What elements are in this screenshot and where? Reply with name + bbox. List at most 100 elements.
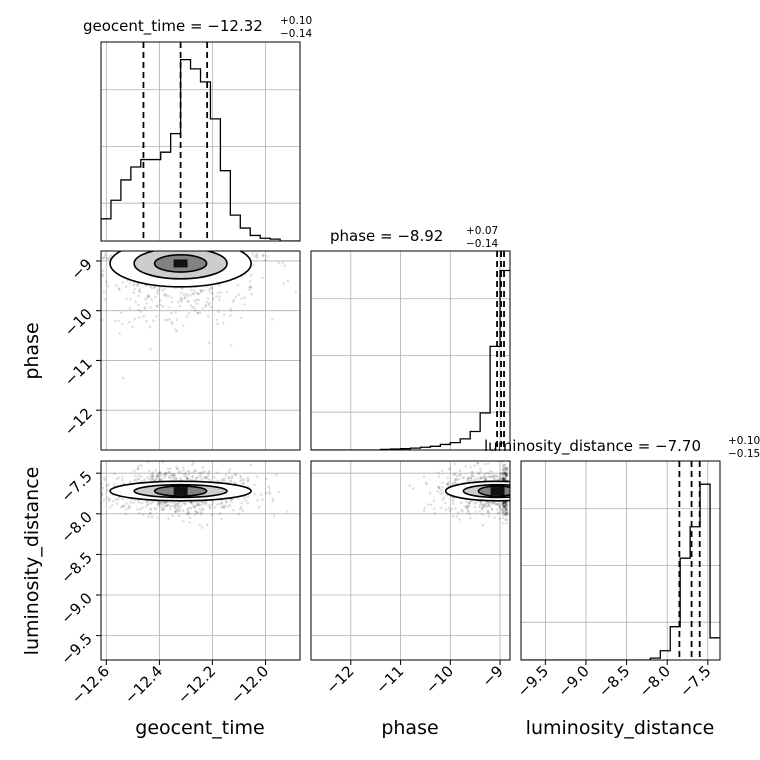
sample-point <box>207 303 211 307</box>
sample-point <box>501 478 505 481</box>
sample-point <box>177 471 181 474</box>
sample-point <box>136 467 140 471</box>
sample-point <box>182 468 185 472</box>
sample-point <box>493 500 496 504</box>
sample-point <box>166 503 169 507</box>
sample-point <box>193 506 196 509</box>
sample-point <box>188 516 192 520</box>
sample-point <box>450 507 454 511</box>
sample-point <box>148 325 152 329</box>
sample-point <box>207 471 210 475</box>
sample-point <box>202 502 206 505</box>
sample-point <box>191 504 195 507</box>
sample-point <box>168 507 172 511</box>
sample-point <box>242 478 246 482</box>
sample-point <box>144 298 147 301</box>
sample-point <box>156 516 160 519</box>
sample-point <box>498 475 501 478</box>
sample-point <box>148 469 151 473</box>
sample-point <box>479 467 482 471</box>
sample-point <box>467 476 470 480</box>
sample-point <box>121 478 124 482</box>
sample-point <box>128 307 132 310</box>
sample-point <box>155 304 159 308</box>
sample-point <box>504 466 508 470</box>
sample-point <box>249 285 252 289</box>
ylabel-phase: phase <box>21 322 43 379</box>
sample-point <box>88 494 91 497</box>
y-tick-label-phase: −11 <box>61 355 96 390</box>
sample-point <box>101 318 104 322</box>
sample-point <box>268 490 271 494</box>
sample-point <box>186 477 189 481</box>
sample-point <box>183 501 187 505</box>
sample-point <box>191 293 195 296</box>
sample-point <box>455 515 459 518</box>
sample-point <box>487 502 491 505</box>
sample-point <box>503 478 506 481</box>
sample-point <box>98 273 101 276</box>
sample-point <box>482 475 486 479</box>
sample-point <box>156 475 159 478</box>
sample-point <box>222 313 226 317</box>
sample-point <box>187 473 191 477</box>
sample-point <box>240 501 244 505</box>
sample-point <box>253 255 257 258</box>
sample-point <box>136 499 140 502</box>
sample-point <box>113 472 116 476</box>
sample-point <box>115 477 119 481</box>
sample-point <box>97 297 100 300</box>
sample-point <box>461 509 464 513</box>
sample-point <box>503 477 506 481</box>
sample-point <box>436 485 440 489</box>
sample-point <box>505 466 509 470</box>
sample-point <box>158 501 162 505</box>
sample-point <box>145 476 149 479</box>
sample-point <box>498 505 501 509</box>
sample-point <box>138 290 142 294</box>
sample-point <box>195 476 198 479</box>
sample-point <box>503 509 507 513</box>
sample-point <box>188 512 191 516</box>
sample-point <box>185 512 188 516</box>
sample-point <box>219 290 223 294</box>
sample-point <box>425 482 429 486</box>
sample-point <box>503 472 506 476</box>
sample-point <box>159 472 163 476</box>
panel-geocent_time-geocent_time <box>101 42 300 241</box>
sample-point <box>174 510 178 514</box>
sample-point <box>502 505 506 508</box>
sample-point <box>95 486 98 489</box>
sample-point <box>224 504 227 507</box>
sample-point <box>98 281 101 284</box>
sample-point <box>502 472 506 475</box>
sample-point <box>504 518 508 521</box>
sample-point <box>151 477 154 481</box>
sample-point <box>204 476 208 479</box>
sample-point <box>217 283 221 287</box>
sample-point <box>121 497 125 501</box>
sample-point <box>199 289 202 292</box>
sample-point <box>479 476 482 480</box>
sample-point <box>467 509 470 513</box>
sample-point <box>153 507 156 510</box>
sample-point <box>502 501 505 505</box>
sample-point <box>423 506 427 510</box>
sample-point <box>459 473 462 477</box>
sample-point <box>505 467 509 470</box>
sample-point <box>164 471 168 475</box>
sample-point <box>143 478 146 481</box>
sample-point <box>168 467 172 470</box>
sample-point <box>149 347 152 351</box>
sample-point <box>215 503 219 506</box>
sample-point <box>501 502 504 506</box>
x-tick-label-geocent_time: −12.4 <box>121 662 166 707</box>
sample-point <box>504 507 507 511</box>
sample-point <box>479 500 483 504</box>
sample-point <box>239 479 242 483</box>
sample-point <box>437 475 441 478</box>
sample-point <box>220 501 224 505</box>
sample-point <box>246 495 250 498</box>
sample-point <box>196 292 200 295</box>
sample-point <box>228 503 232 507</box>
